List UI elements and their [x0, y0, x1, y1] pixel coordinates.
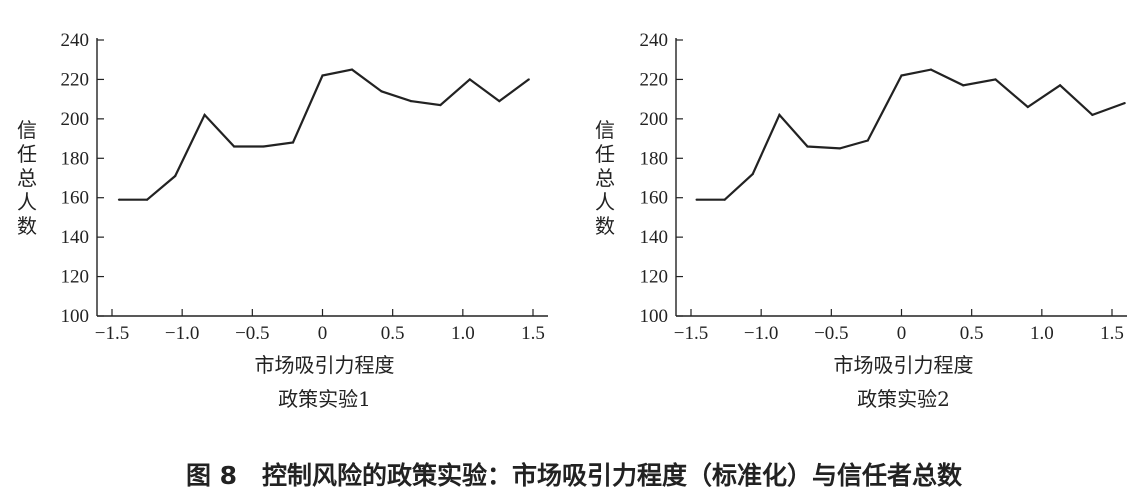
data-point — [695, 198, 698, 201]
x-tick-label: −1.5 — [674, 323, 708, 344]
data-point — [232, 145, 236, 148]
x-tick-label: 1.0 — [1030, 323, 1054, 344]
y-tick-label: 220 — [61, 69, 90, 90]
x-tick-label: 1.5 — [1100, 323, 1124, 344]
y-tick-label: 140 — [61, 227, 90, 248]
data-point — [117, 198, 121, 201]
x-tick-label: −0.5 — [235, 323, 269, 344]
y-tick-label: 120 — [640, 267, 669, 288]
x-tick-label: 0.5 — [960, 323, 984, 344]
data-point — [380, 90, 383, 93]
data-point — [723, 198, 726, 201]
chart-panel-experiment-1: 100 120 140 160 180 200 220 240 −1.5 −1.0 −0.5 0 0.5… — [17, 30, 548, 411]
x-tick-label: −1.0 — [165, 323, 199, 344]
x-tick-label: 0 — [897, 323, 907, 344]
x-tick-label: 1.0 — [451, 323, 475, 344]
data-point — [145, 198, 149, 201]
y-axis-title: 信任总人数 — [17, 118, 37, 238]
data-point — [439, 103, 442, 107]
data-point — [409, 100, 413, 103]
y-tick-label: 200 — [640, 109, 669, 130]
data-point — [174, 174, 177, 178]
data-point — [866, 139, 869, 142]
y-tick-label: 120 — [61, 267, 90, 288]
x-tick-label: 1.5 — [521, 323, 545, 344]
data-point — [1123, 101, 1126, 105]
data-point — [838, 147, 841, 150]
y-tick-label: 100 — [61, 306, 90, 327]
y-tick-label: 180 — [640, 148, 669, 169]
data-point — [498, 100, 501, 103]
x-tick-label: −0.5 — [814, 323, 848, 344]
x-tick-label: 0.5 — [381, 323, 405, 344]
data-point — [1091, 113, 1094, 117]
y-tick-label: 240 — [640, 30, 669, 51]
x-tick-label: −1.5 — [95, 323, 129, 344]
data-point — [1026, 105, 1029, 109]
y-axis-title: 信任总人数 — [595, 118, 615, 238]
data-point — [468, 78, 471, 81]
x-axis-title: 市场吸引力程度 — [255, 353, 395, 377]
series-line — [119, 68, 530, 201]
y-tick-label: 220 — [640, 69, 669, 90]
x-tick-label: −1.0 — [744, 323, 778, 344]
data-point — [806, 145, 809, 148]
y-tick-label: 180 — [61, 148, 90, 169]
chart-panel-experiment-2: 100 120 140 160 180 200 220 240 −1.5 −1.0 −0.5 0 0.5… — [595, 30, 1127, 411]
y-tick-label: 240 — [61, 30, 90, 51]
x-axis-title: 市场吸引力程度 — [834, 353, 974, 377]
data-point — [321, 74, 324, 77]
x-tick-label: 0 — [318, 323, 328, 344]
data-point — [900, 74, 903, 77]
panel-subtitle: 政策实验2 — [857, 387, 950, 411]
data-point — [527, 78, 530, 81]
data-point — [994, 78, 997, 81]
series-line — [696, 68, 1125, 201]
y-tick-label: 140 — [640, 227, 669, 248]
data-point — [962, 84, 965, 87]
data-point — [751, 172, 754, 176]
data-point — [350, 68, 354, 71]
data-point — [291, 141, 295, 144]
y-tick-label: 200 — [61, 109, 90, 130]
data-point — [1058, 84, 1062, 87]
data-point — [929, 68, 933, 71]
y-tick-label: 160 — [61, 188, 90, 209]
panel-subtitle: 政策实验1 — [278, 387, 371, 411]
data-point — [778, 113, 781, 117]
data-point — [262, 145, 265, 148]
y-tick-label: 100 — [640, 306, 669, 327]
y-tick-label: 160 — [640, 188, 669, 209]
data-point — [203, 113, 206, 117]
figure-caption: 图 8 控制风险的政策实验：市场吸引力程度（标准化）与信任者总数 — [186, 461, 963, 490]
